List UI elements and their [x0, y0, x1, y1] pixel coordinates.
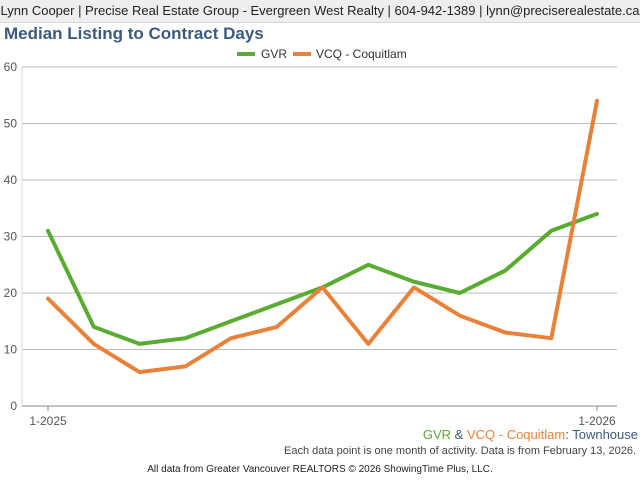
- subtitle-gvr: GVR: [422, 427, 452, 442]
- y-tick-label: 0: [10, 399, 17, 413]
- y-tick-label: 40: [4, 173, 18, 187]
- y-tick-label: 10: [4, 343, 18, 357]
- axis-layer: 0 10 20 30 40 50 60 1-2025 1-2026: [4, 60, 617, 428]
- x-tick-label: 1-2025: [29, 414, 67, 428]
- y-tick-label: 20: [4, 286, 18, 300]
- series-line-vcq: [46, 98, 599, 375]
- grid-layer: [22, 66, 617, 350]
- subtitle-amp: &: [451, 427, 467, 442]
- x-tick-label: 1-2026: [578, 414, 616, 428]
- legend-label: GVR: [261, 47, 287, 61]
- legend: GVR VCQ - Coquitlam: [237, 47, 407, 61]
- y-tick-label: 30: [4, 230, 18, 244]
- subtitle-property-type: Townhouse: [572, 427, 638, 442]
- chart-subtitle: GVR & VCQ - Coquitlam: Townhouse: [423, 427, 638, 442]
- subtitle-vcq: VCQ - Coquitlam: [466, 427, 566, 442]
- series-layer: [46, 98, 599, 375]
- y-tick-label: 60: [4, 60, 18, 74]
- y-tick-label: 50: [4, 117, 18, 131]
- contact-header: Lynn Cooper | Precise Real Estate Group …: [0, 0, 640, 23]
- subtitle-colon: :: [565, 427, 573, 442]
- chart-title: Median Listing to Contract Days: [4, 24, 264, 43]
- copyright-footer: All data from Greater Vancouver REALTORS…: [147, 464, 493, 475]
- data-note: Each data point is one month of activity…: [284, 445, 636, 457]
- legend-label: VCQ - Coquitlam: [316, 47, 407, 61]
- series-line-gvr: [46, 211, 599, 346]
